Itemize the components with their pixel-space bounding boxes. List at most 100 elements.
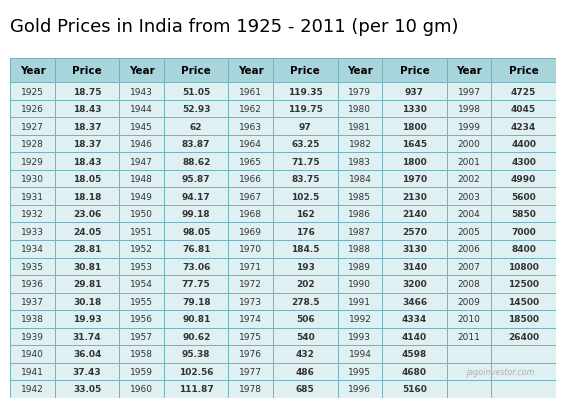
Text: 1984: 1984 xyxy=(349,175,371,184)
Bar xyxy=(119,363,164,380)
Bar xyxy=(273,293,337,310)
Text: 95.87: 95.87 xyxy=(182,175,211,184)
Bar xyxy=(229,205,273,223)
Bar xyxy=(273,275,337,293)
Bar xyxy=(447,59,491,83)
Text: 8400: 8400 xyxy=(511,245,536,254)
Text: 1986: 1986 xyxy=(349,210,371,219)
Text: 1985: 1985 xyxy=(349,192,371,201)
Text: Year: Year xyxy=(238,66,264,76)
Text: 1956: 1956 xyxy=(130,315,153,324)
Bar xyxy=(229,100,273,118)
Text: 18.43: 18.43 xyxy=(73,157,101,166)
Bar xyxy=(119,59,164,83)
Text: 119.35: 119.35 xyxy=(288,87,323,96)
Text: 19.93: 19.93 xyxy=(73,315,101,324)
Bar xyxy=(273,100,337,118)
Bar xyxy=(164,136,229,153)
Text: 1959: 1959 xyxy=(130,367,153,376)
Text: 29.81: 29.81 xyxy=(73,279,101,289)
Text: 83.87: 83.87 xyxy=(182,140,211,149)
Text: jagoinvestor.com: jagoinvestor.com xyxy=(467,367,535,376)
Bar xyxy=(337,118,382,136)
Text: 1973: 1973 xyxy=(239,297,262,306)
Bar xyxy=(119,345,164,363)
Text: 1938: 1938 xyxy=(21,315,44,324)
Bar xyxy=(447,328,491,345)
Bar xyxy=(55,293,119,310)
Bar xyxy=(447,293,491,310)
Text: 1966: 1966 xyxy=(239,175,262,184)
Bar xyxy=(382,345,447,363)
Bar xyxy=(273,171,337,188)
Bar xyxy=(10,293,55,310)
Bar xyxy=(10,258,55,275)
Text: 1962: 1962 xyxy=(239,105,262,114)
Text: 31.74: 31.74 xyxy=(73,332,101,341)
Bar xyxy=(273,223,337,241)
Bar xyxy=(229,153,273,171)
Bar xyxy=(491,380,556,398)
Text: 26400: 26400 xyxy=(508,332,539,341)
Text: 5160: 5160 xyxy=(402,384,427,394)
Text: 5600: 5600 xyxy=(511,192,536,201)
Text: Price: Price xyxy=(181,66,211,76)
Bar xyxy=(382,153,447,171)
Bar xyxy=(491,241,556,258)
Bar xyxy=(273,136,337,153)
Text: 18500: 18500 xyxy=(508,315,539,324)
Bar xyxy=(447,223,491,241)
Bar xyxy=(164,171,229,188)
Bar xyxy=(491,118,556,136)
Bar xyxy=(337,241,382,258)
Text: 1993: 1993 xyxy=(349,332,371,341)
Bar xyxy=(491,100,556,118)
Text: 2001: 2001 xyxy=(458,157,481,166)
Text: 18.37: 18.37 xyxy=(73,140,101,149)
Bar xyxy=(229,223,273,241)
Bar xyxy=(55,310,119,328)
Bar xyxy=(273,258,337,275)
Text: 79.18: 79.18 xyxy=(182,297,211,306)
Bar xyxy=(55,328,119,345)
Bar xyxy=(55,118,119,136)
Text: 36.04: 36.04 xyxy=(73,350,101,358)
Text: 7000: 7000 xyxy=(511,227,536,236)
Bar xyxy=(273,380,337,398)
Bar xyxy=(337,188,382,205)
Text: 1999: 1999 xyxy=(457,122,481,131)
Bar xyxy=(10,275,55,293)
Bar xyxy=(55,380,119,398)
Bar xyxy=(229,188,273,205)
Bar xyxy=(382,363,447,380)
Text: Price: Price xyxy=(509,66,538,76)
Text: 1967: 1967 xyxy=(239,192,262,201)
Text: 4140: 4140 xyxy=(402,332,427,341)
Text: 33.05: 33.05 xyxy=(73,384,101,394)
Bar xyxy=(119,188,164,205)
Text: Gold Prices in India from 1925 - 2011 (per 10 gm): Gold Prices in India from 1925 - 2011 (p… xyxy=(10,18,458,36)
Text: 3466: 3466 xyxy=(402,297,427,306)
Bar xyxy=(164,310,229,328)
Text: 1948: 1948 xyxy=(130,175,153,184)
Text: 1969: 1969 xyxy=(239,227,262,236)
Bar xyxy=(119,136,164,153)
Bar xyxy=(119,258,164,275)
Text: 2006: 2006 xyxy=(458,245,481,254)
Text: 4725: 4725 xyxy=(511,87,536,96)
Text: 1997: 1997 xyxy=(457,87,481,96)
Bar xyxy=(491,171,556,188)
Bar xyxy=(447,345,491,363)
Text: 37.43: 37.43 xyxy=(73,367,101,376)
Text: 1960: 1960 xyxy=(130,384,153,394)
Text: 1983: 1983 xyxy=(349,157,371,166)
Text: 4680: 4680 xyxy=(402,367,427,376)
Text: 63.25: 63.25 xyxy=(291,140,320,149)
Text: 1934: 1934 xyxy=(21,245,44,254)
Text: 1975: 1975 xyxy=(239,332,262,341)
Bar xyxy=(119,223,164,241)
Text: 1964: 1964 xyxy=(239,140,262,149)
Bar xyxy=(164,241,229,258)
Bar xyxy=(447,118,491,136)
Bar xyxy=(164,100,229,118)
